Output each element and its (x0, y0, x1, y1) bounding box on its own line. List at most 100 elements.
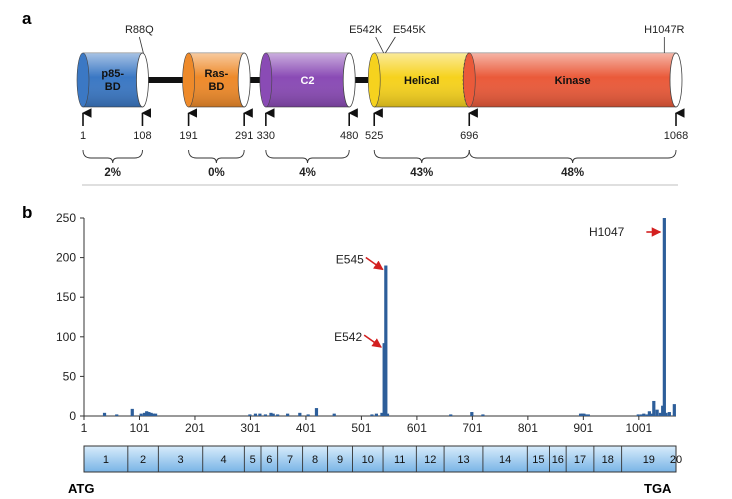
y-tick-label: 0 (69, 409, 76, 423)
mutation-label: R88Q (125, 24, 154, 36)
panel-b-label: b (22, 203, 32, 222)
exon-label: 14 (499, 454, 511, 466)
mutation-label: E545K (393, 24, 427, 36)
bar (142, 412, 147, 416)
domain-right-cap (237, 52, 251, 108)
position-label: 291 (235, 130, 253, 142)
domain-label: Helical (404, 75, 439, 87)
bar (115, 414, 119, 416)
exon-bar (83, 445, 677, 473)
position-label: 108 (133, 130, 151, 142)
position-label: 525 (365, 130, 383, 142)
bar (449, 414, 453, 416)
domain-label: C2 (300, 75, 314, 87)
exon-label: 19 (643, 454, 655, 466)
exon-label: 13 (457, 454, 469, 466)
mutation-leader-line (384, 36, 396, 54)
bar (382, 343, 386, 416)
y-tick-label: 200 (56, 251, 76, 265)
bar (130, 408, 134, 416)
position-label: 191 (179, 130, 197, 142)
x-tick-label: 501 (351, 421, 371, 435)
domain-label: Ras-BD (204, 68, 228, 93)
domain-shading (188, 53, 245, 107)
annotation-arrow (363, 334, 382, 348)
bar (314, 408, 319, 416)
bar (147, 412, 151, 416)
bar (276, 414, 280, 416)
percent-brace (265, 149, 350, 164)
panel-a-label: a (22, 9, 32, 28)
domain-left-cap (76, 52, 90, 108)
bar (380, 412, 384, 416)
annotation-label: H1047 (589, 225, 625, 239)
domain-2: Ras-BD (182, 52, 251, 108)
bar (583, 414, 588, 416)
bar (667, 412, 671, 416)
bar (578, 413, 583, 416)
exon-label: 11 (394, 454, 405, 466)
bar (149, 412, 153, 416)
domain-shading (469, 53, 676, 107)
position-label: 330 (257, 130, 275, 142)
exon-map: 1 2 3 4 5 6 7 8 9 10 11 12 13 14 15 16 17 18 19 20 (83, 445, 682, 473)
x-tick-label: 701 (462, 421, 482, 435)
y-tick-label: 250 (56, 211, 76, 225)
mutation-bar-chart: 0 50 100 150 200 250 1 101 201 301 401 501 601 701 801… (56, 211, 676, 435)
bar (481, 414, 485, 416)
position-label: 1 (80, 130, 86, 142)
exon-label: 2 (140, 454, 146, 466)
bar (139, 413, 143, 416)
exon-label: 5 (250, 454, 256, 466)
bar (649, 413, 654, 416)
exon-label: 3 (177, 454, 183, 466)
bar (658, 412, 663, 416)
exon-label: 15 (532, 454, 544, 466)
percent-brace (373, 149, 470, 164)
percent-brace (82, 149, 143, 164)
bar (102, 412, 107, 416)
bar (271, 413, 275, 416)
position-label: 1068 (664, 130, 688, 142)
annotation-label: E545 (336, 253, 364, 267)
domain-4: Helical (367, 52, 476, 108)
stop-codon-label: TGA (644, 481, 672, 496)
bar (286, 413, 290, 416)
mutation-label: H1047R (644, 24, 684, 36)
bar (640, 414, 644, 416)
exon-label: 10 (362, 454, 374, 466)
domain-shading (83, 53, 143, 107)
x-tick-label: 601 (407, 421, 427, 435)
bar (470, 412, 474, 416)
bar (385, 413, 390, 416)
domain-3: C2 (259, 52, 356, 108)
percent-label: 43% (410, 167, 433, 179)
percent-label: 48% (561, 167, 584, 179)
bar (582, 413, 586, 416)
exon-label: 12 (424, 454, 436, 466)
bar (269, 412, 273, 416)
bar (586, 414, 590, 416)
exon-label: 18 (602, 454, 614, 466)
exon-label: 1 (103, 454, 109, 466)
x-tick-label: 1 (81, 421, 88, 435)
x-tick-label: 101 (129, 421, 149, 435)
start-codon-label: ATG (68, 481, 94, 496)
bar (298, 412, 302, 416)
annotation-arrow (365, 256, 384, 271)
domain-label: Kinase (555, 75, 591, 87)
bar (647, 411, 651, 416)
exon-label: 7 (287, 454, 293, 466)
x-tick-label: 1001 (625, 421, 652, 435)
bar (661, 405, 665, 416)
domain-shading (265, 53, 350, 107)
bar (258, 413, 262, 416)
y-tick-label: 150 (56, 290, 76, 304)
bar (636, 414, 640, 416)
bar (151, 413, 155, 416)
bar (655, 409, 659, 416)
domain-1: p85-BD (76, 52, 149, 108)
domain-right-cap (669, 52, 683, 108)
percent-brace (468, 149, 677, 164)
